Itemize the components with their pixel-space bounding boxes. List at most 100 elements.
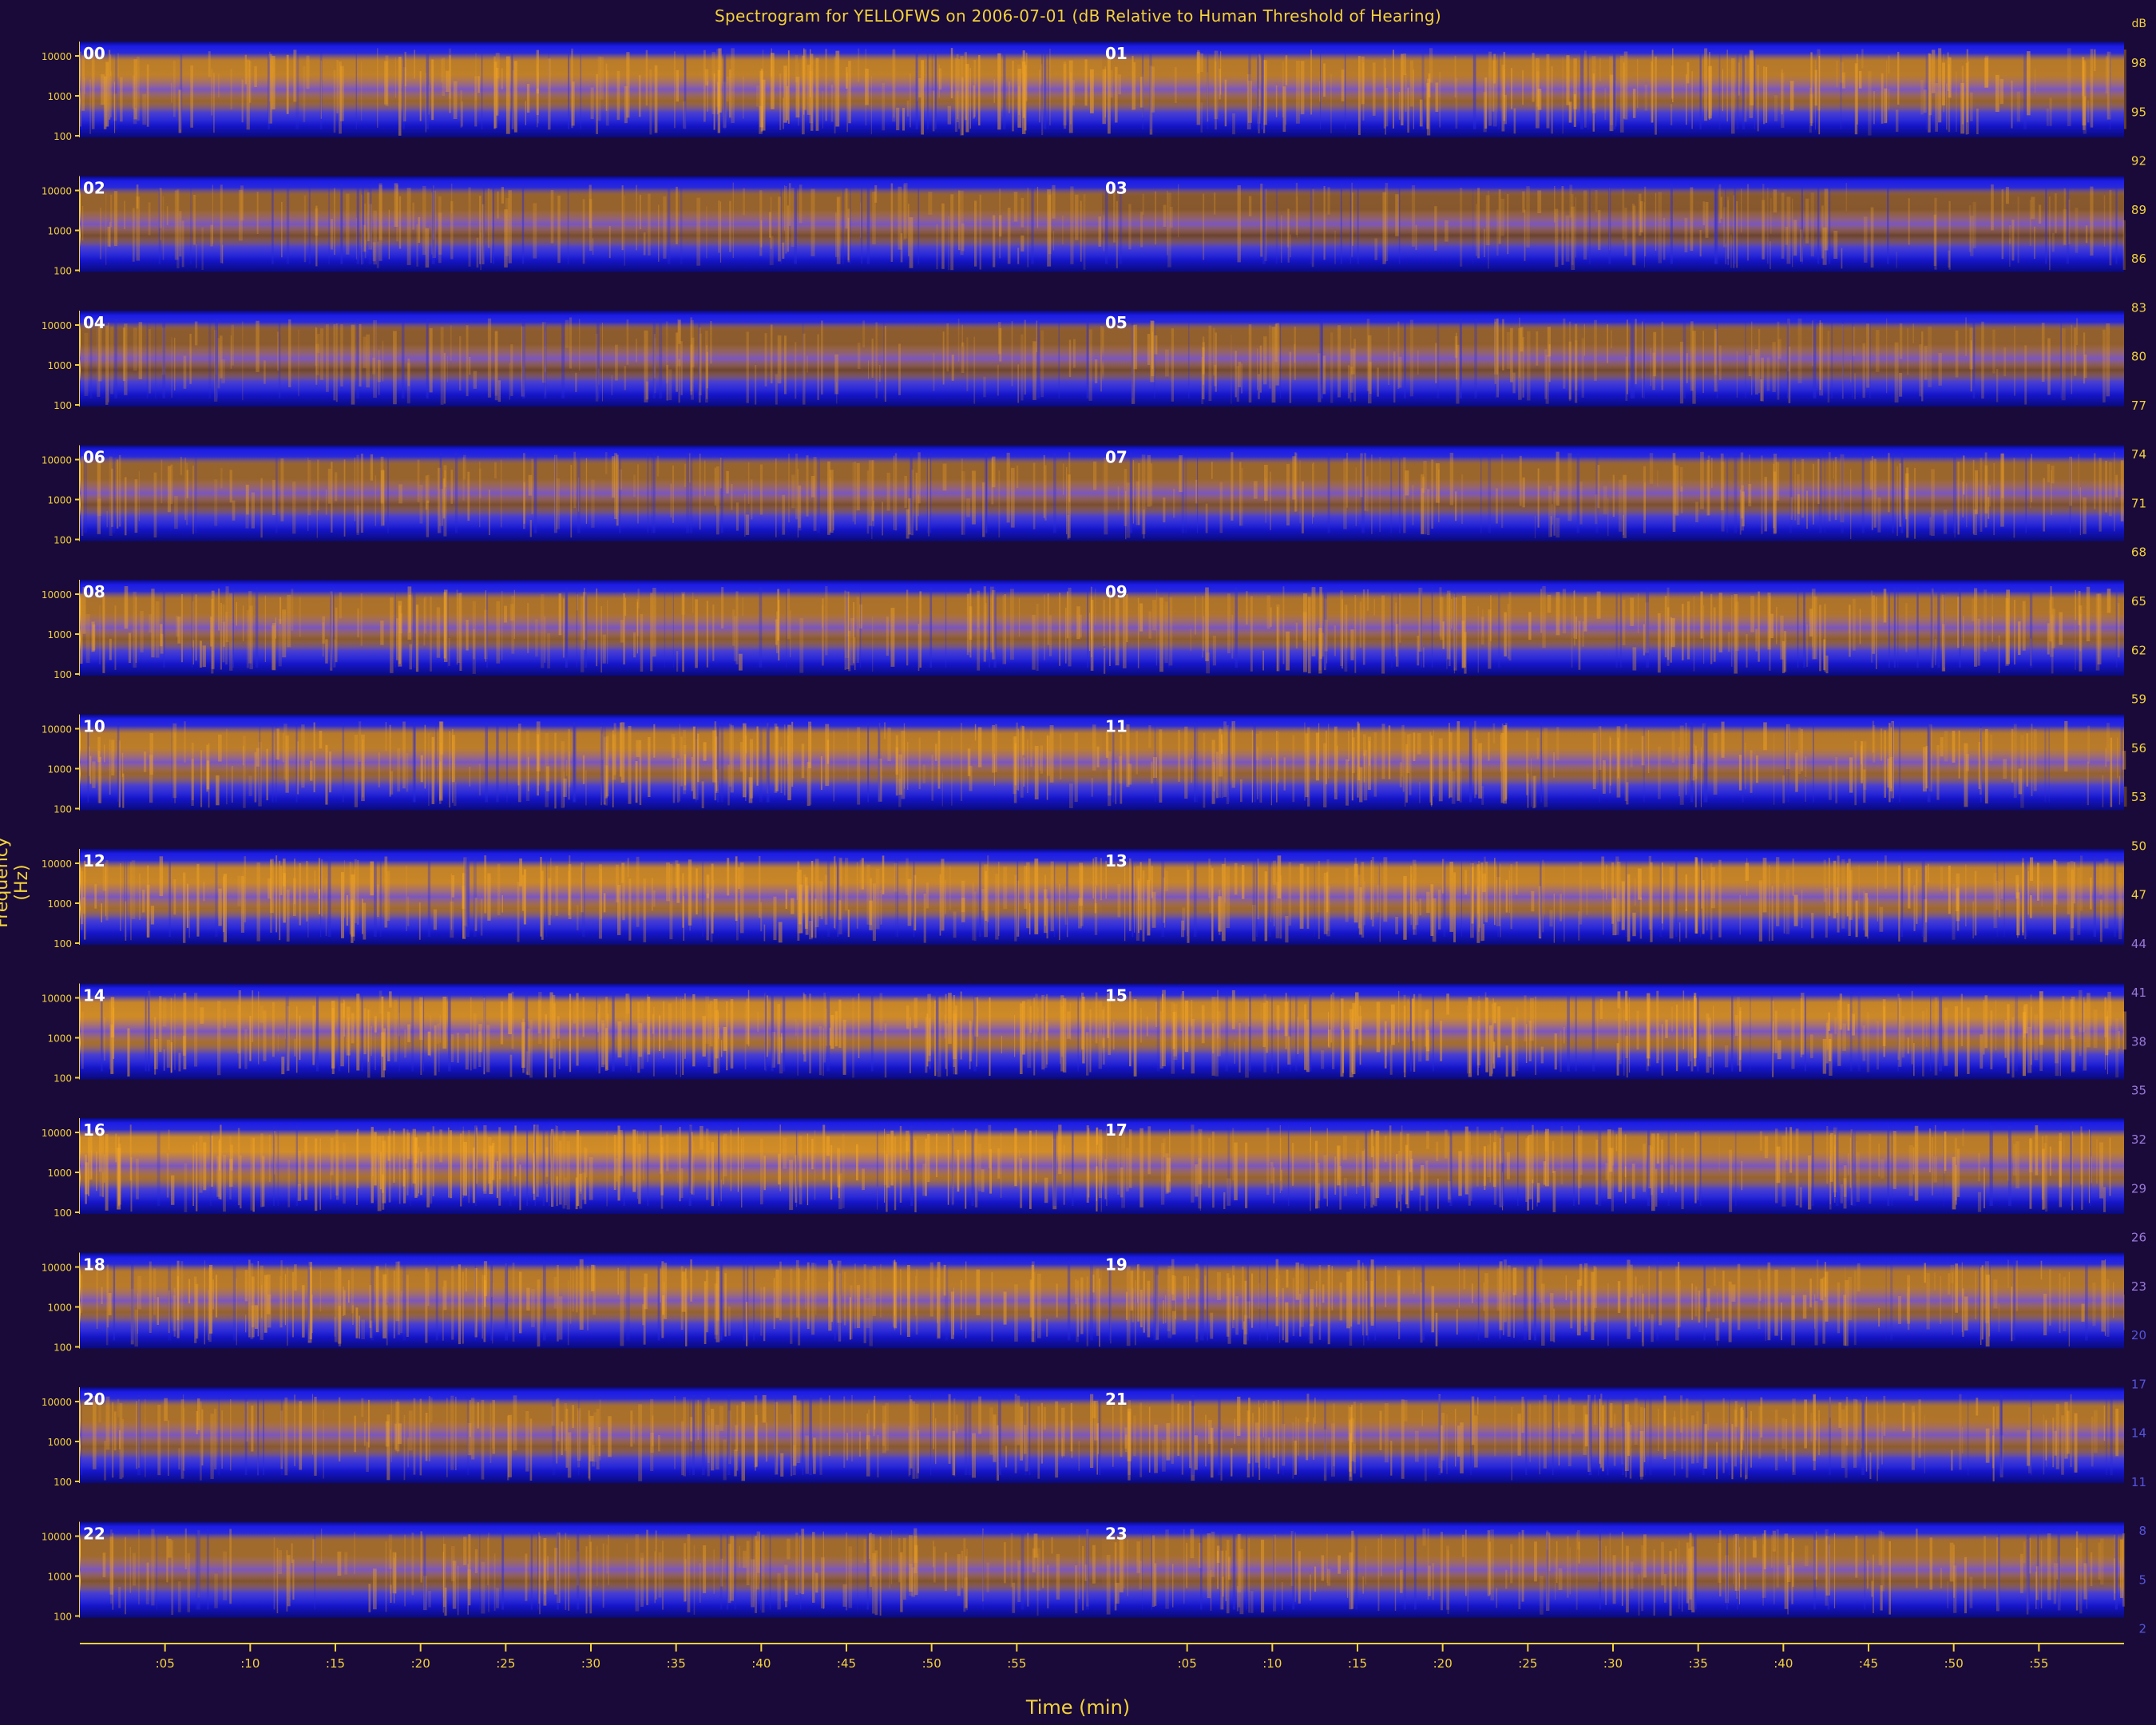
freq-tick-label: 100 [54,131,72,142]
spectral-streak [118,454,121,527]
spectral-streak [298,1151,301,1186]
spectral-streak [1002,595,1005,664]
spectral-streak [1350,367,1353,393]
spectral-streak [1154,1424,1158,1473]
spectral-streak [1021,235,1024,252]
spectral-streak [1402,724,1405,792]
spectral-streak [802,55,805,135]
spectral-streak [1734,1401,1738,1427]
spectral-streak [2011,728,2014,783]
spectral-streak [1019,1149,1021,1177]
spectral-streak [1463,1269,1466,1290]
spectral-streak [1618,479,1623,532]
spectral-streak [1120,734,1123,804]
spectral-streak [402,1128,406,1187]
spectral-dip [1939,991,1943,1072]
spectral-streak [2040,1260,2043,1280]
spectral-streak [2071,869,2075,929]
spectral-streak [1403,457,1406,533]
spectral-streak [796,1400,801,1463]
spectral-streak [658,1435,660,1452]
spectral-streak [977,727,982,767]
spectral-streak [1707,455,1710,516]
spectral-dip [1959,588,1961,668]
spectral-streak [478,1031,482,1067]
spectral-streak [462,1130,465,1196]
spectral-dip [1280,319,1282,399]
spectral-streak [1377,884,1381,913]
spectral-streak [577,1130,580,1207]
spectral-streak [1695,502,1698,522]
spectral-dip [1256,857,1258,937]
spectral-streak [976,1016,977,1067]
spectral-dip [2024,857,2027,937]
spectral-streak [356,454,359,533]
spectral-streak [492,1400,495,1454]
spectral-dip [747,1260,749,1341]
spectral-dip [454,453,458,533]
spectral-dip [723,50,725,129]
spectral-dip [895,857,897,937]
spectral-streak [281,201,283,258]
spectral-streak [982,482,985,537]
spectral-streak [1765,66,1768,123]
spectral-streak [856,1144,858,1181]
spectral-streak [1031,1264,1034,1342]
spectral-streak [1595,1139,1599,1205]
spectral-streak [1658,192,1662,264]
spectral-streak [579,1174,583,1209]
spectral-streak [1748,484,1752,507]
spectral-streak [475,53,477,101]
spectral-streak [1781,640,1785,673]
spectral-streak [845,598,849,636]
spectral-streak [221,244,224,264]
spectral-streak [413,1398,416,1475]
spectral-streak [1421,474,1425,534]
spectral-streak [1545,1128,1549,1187]
spectral-streak [1928,54,1932,116]
spectral-streak [2113,1282,2114,1319]
spectral-streak [1426,1029,1430,1052]
spectral-streak [671,734,676,758]
spectral-streak [1212,327,1215,376]
spectral-streak [1984,1167,1985,1208]
spectral-streak [993,753,995,786]
spectral-streak [821,320,823,395]
spectral-dip [439,453,442,533]
spectral-streak [191,742,194,801]
spectral-streak [438,721,443,801]
spectral-streak [1036,1553,1039,1616]
spectral-streak [906,1130,910,1152]
spectral-streak [706,1128,709,1200]
spectral-dip [979,857,981,937]
spectral-streak [2081,1303,2085,1322]
spectral-streak [701,781,704,809]
spectral-streak [1066,591,1068,639]
spectral-streak [1878,1307,1880,1327]
spectral-streak [1978,1152,1980,1182]
spectral-streak [1691,764,1695,781]
spectral-streak [415,605,419,672]
spectral-streak [838,900,842,920]
spectral-streak [105,1396,110,1450]
spectral-streak [1544,728,1548,807]
spectral-streak [423,598,426,646]
spectral-streak [178,1053,181,1072]
spectral-dip [277,1126,279,1206]
spectral-streak [605,63,608,111]
spectral-dip [652,319,656,399]
spectral-streak [275,617,276,639]
spectral-streak [1797,474,1800,525]
spectral-streak [1165,1174,1170,1192]
spectral-streak [577,1410,581,1468]
spectral-streak [545,1147,549,1177]
spectral-streak [1674,464,1676,514]
spectral-streak [777,1572,781,1610]
spectral-streak [866,1298,870,1328]
spectral-streak [1371,857,1374,927]
spectral-streak [652,1013,655,1034]
spectral-streak [1417,733,1421,755]
spectral-streak [1508,592,1512,661]
spectral-streak [180,594,183,663]
spectral-streak [1621,1426,1624,1465]
